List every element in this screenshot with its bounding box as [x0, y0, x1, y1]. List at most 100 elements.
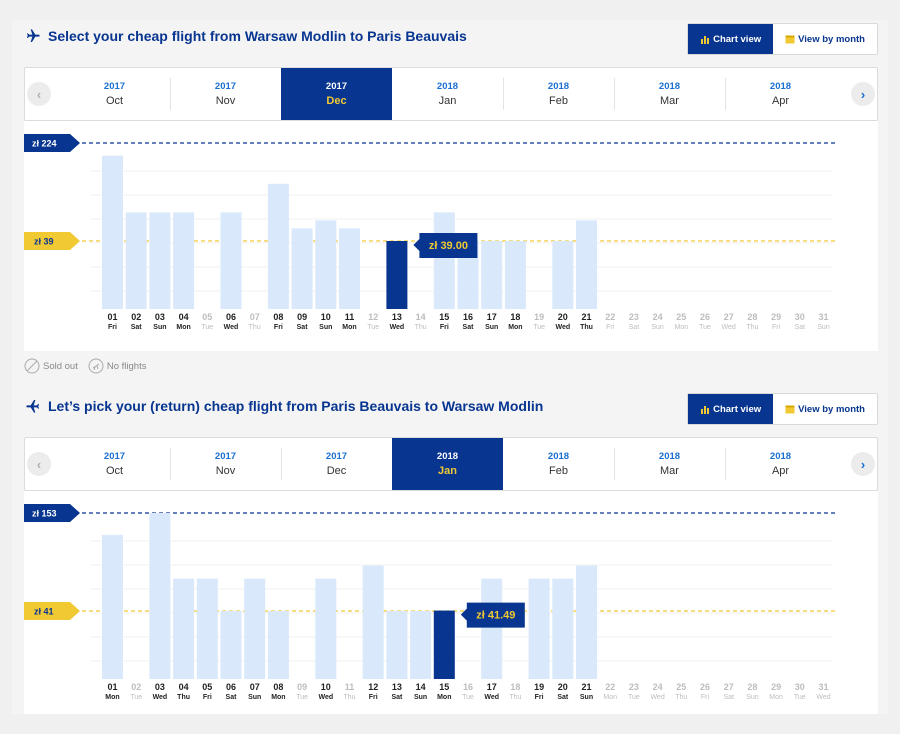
price-bar-08[interactable]: [267, 611, 289, 679]
chevron-left-icon[interactable]: ‹: [27, 452, 51, 476]
day-number-label[interactable]: 24: [653, 312, 663, 322]
day-number-label[interactable]: 09: [297, 312, 307, 322]
day-number-label[interactable]: 28: [747, 312, 757, 322]
price-bar-03[interactable]: [149, 513, 171, 679]
price-bar-04[interactable]: [173, 578, 195, 679]
day-number-label[interactable]: 05: [202, 312, 212, 322]
day-number-label[interactable]: 31: [818, 682, 828, 692]
day-number-label[interactable]: 14: [416, 682, 426, 692]
price-bar-05[interactable]: [196, 578, 218, 679]
day-number-label[interactable]: 15: [439, 312, 449, 322]
day-number-label[interactable]: 13: [392, 682, 402, 692]
day-number-label[interactable]: 10: [321, 312, 331, 322]
day-number-label[interactable]: 03: [155, 682, 165, 692]
day-number-label[interactable]: 25: [676, 682, 686, 692]
day-number-label[interactable]: 31: [818, 312, 828, 322]
day-number-label[interactable]: 21: [581, 312, 591, 322]
day-number-label[interactable]: 18: [510, 682, 520, 692]
price-bar-20[interactable]: [552, 241, 574, 309]
return-month-view-button[interactable]: View by month: [773, 394, 877, 424]
day-number-label[interactable]: 05: [202, 682, 212, 692]
day-number-label[interactable]: 25: [676, 312, 686, 322]
price-bar-21[interactable]: [576, 565, 597, 680]
outbound-month-view-button[interactable]: View by month: [773, 24, 877, 54]
outbound-chart-view-button[interactable]: Chart view: [688, 24, 774, 54]
month-tab-apr[interactable]: 2018 Apr: [725, 68, 836, 120]
day-number-label[interactable]: 22: [605, 682, 615, 692]
day-number-label[interactable]: 07: [250, 682, 260, 692]
day-number-label[interactable]: 19: [534, 312, 544, 322]
day-number-label[interactable]: 24: [653, 682, 663, 692]
price-bar-03[interactable]: [149, 212, 171, 309]
day-number-label[interactable]: 14: [416, 312, 426, 322]
price-bar-01[interactable]: [102, 534, 123, 679]
month-tab-jan[interactable]: 2018 Jan: [392, 68, 503, 120]
price-bar-06[interactable]: [220, 212, 242, 309]
price-bar-19[interactable]: [528, 578, 550, 679]
return-chart-view-button[interactable]: Chart view: [688, 394, 774, 424]
day-number-label[interactable]: 01: [107, 682, 117, 692]
month-tab-feb[interactable]: 2018 Feb: [503, 68, 614, 120]
day-number-label[interactable]: 11: [345, 682, 355, 692]
chevron-right-icon[interactable]: ›: [851, 452, 875, 476]
price-bar-13[interactable]: [386, 241, 408, 309]
month-tab-nov[interactable]: 2017 Nov: [170, 68, 281, 120]
price-bar-18[interactable]: [504, 241, 526, 309]
price-bar-12[interactable]: [362, 565, 384, 680]
price-bar-07[interactable]: [244, 578, 266, 679]
day-number-label[interactable]: 20: [558, 682, 568, 692]
month-tab-oct[interactable]: 2017 Oct: [59, 438, 170, 490]
day-number-label[interactable]: 29: [771, 682, 781, 692]
price-bar-21[interactable]: [576, 220, 597, 309]
day-number-label[interactable]: 04: [179, 682, 189, 692]
month-tab-feb[interactable]: 2018 Feb: [503, 438, 614, 490]
day-number-label[interactable]: 01: [107, 312, 117, 322]
day-number-label[interactable]: 29: [771, 312, 781, 322]
day-number-label[interactable]: 18: [510, 312, 520, 322]
day-number-label[interactable]: 04: [179, 312, 189, 322]
price-bar-01[interactable]: [102, 155, 123, 309]
price-bar-06[interactable]: [220, 611, 242, 679]
day-number-label[interactable]: 07: [250, 312, 260, 322]
month-tab-dec[interactable]: 2017 Dec: [281, 438, 392, 490]
month-tab-nov[interactable]: 2017 Nov: [170, 438, 281, 490]
day-number-label[interactable]: 08: [273, 312, 283, 322]
price-bar-02[interactable]: [125, 212, 147, 309]
price-bar-10[interactable]: [315, 578, 337, 679]
day-number-label[interactable]: 27: [724, 682, 734, 692]
day-number-label[interactable]: 11: [345, 312, 355, 322]
month-tab-apr[interactable]: 2018 Apr: [725, 438, 836, 490]
day-number-label[interactable]: 12: [368, 312, 378, 322]
day-number-label[interactable]: 02: [131, 312, 141, 322]
price-bar-20[interactable]: [552, 578, 574, 679]
day-number-label[interactable]: 19: [534, 682, 544, 692]
price-bar-17[interactable]: [481, 241, 503, 309]
price-bar-09[interactable]: [291, 228, 313, 309]
month-tab-oct[interactable]: 2017 Oct: [59, 68, 170, 120]
day-number-label[interactable]: 15: [439, 682, 449, 692]
price-bar-04[interactable]: [173, 212, 195, 309]
month-tab-mar[interactable]: 2018 Mar: [614, 438, 725, 490]
day-number-label[interactable]: 27: [724, 312, 734, 322]
chevron-left-icon[interactable]: ‹: [27, 82, 51, 106]
day-number-label[interactable]: 08: [273, 682, 283, 692]
day-number-label[interactable]: 10: [321, 682, 331, 692]
day-number-label[interactable]: 03: [155, 312, 165, 322]
month-tab-dec[interactable]: 2017 Dec: [281, 68, 392, 120]
month-tab-jan[interactable]: 2018 Jan: [392, 438, 503, 490]
day-number-label[interactable]: 28: [747, 682, 757, 692]
chevron-right-icon[interactable]: ›: [851, 82, 875, 106]
price-bar-17[interactable]: [481, 578, 503, 679]
day-number-label[interactable]: 16: [463, 682, 473, 692]
day-number-label[interactable]: 22: [605, 312, 615, 322]
price-bar-14[interactable]: [410, 611, 432, 679]
price-bar-10[interactable]: [315, 220, 337, 309]
day-number-label[interactable]: 12: [368, 682, 378, 692]
day-number-label[interactable]: 30: [795, 312, 805, 322]
day-number-label[interactable]: 17: [487, 312, 497, 322]
day-number-label[interactable]: 06: [226, 312, 236, 322]
price-bar-15[interactable]: [433, 610, 455, 679]
day-number-label[interactable]: 23: [629, 312, 639, 322]
price-bar-11[interactable]: [339, 228, 360, 309]
day-number-label[interactable]: 26: [700, 682, 710, 692]
